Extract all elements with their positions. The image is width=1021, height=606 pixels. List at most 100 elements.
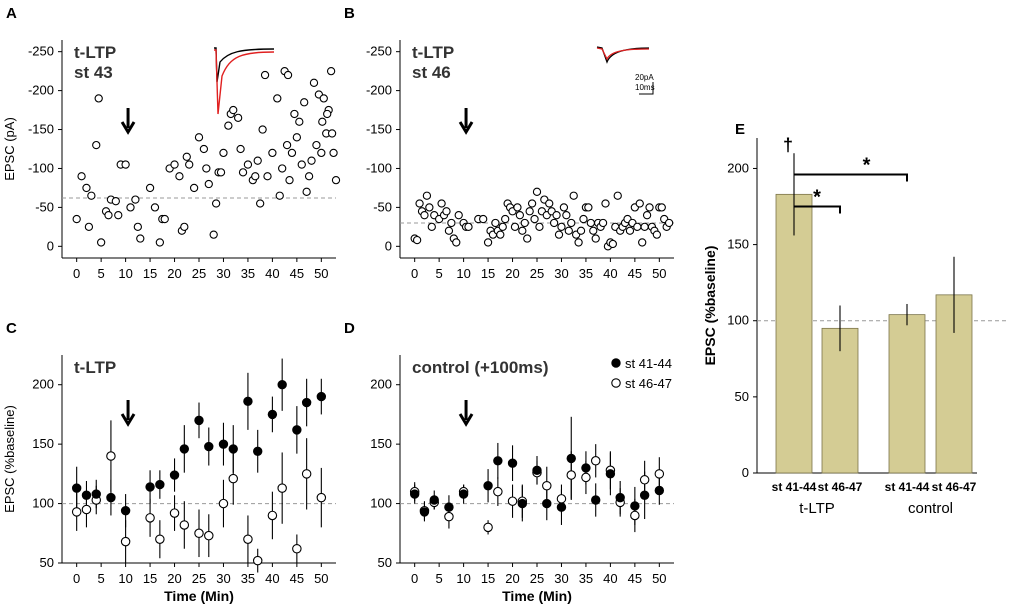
data-point xyxy=(243,160,253,169)
data-point-filled xyxy=(615,492,625,503)
data-point-filled xyxy=(155,479,165,490)
data-point xyxy=(513,203,522,212)
data-point-open xyxy=(267,510,278,521)
data-point xyxy=(282,140,292,150)
panel-label-B: B xyxy=(344,5,355,22)
category-label: st 41-44 xyxy=(885,480,930,494)
data-point-filled xyxy=(532,465,542,475)
x-tick-label-C: 5 xyxy=(98,571,105,586)
data-point-filled xyxy=(630,501,640,511)
sig-star: * xyxy=(813,187,821,209)
data-point xyxy=(155,238,165,247)
x-tick-label-D: 25 xyxy=(530,571,544,586)
data-point xyxy=(552,211,561,220)
data-point xyxy=(554,230,564,239)
data-point-filled xyxy=(566,453,576,464)
x-tick-label-D: 35 xyxy=(579,571,593,586)
data-point xyxy=(640,222,649,232)
data-point xyxy=(233,113,243,123)
x-tick-label-D: 10 xyxy=(456,571,470,586)
data-point-open xyxy=(316,492,327,503)
y-tick-label-D: 200 xyxy=(370,377,392,392)
data-point xyxy=(635,199,644,208)
group-label: control xyxy=(908,500,953,517)
sig-bracket xyxy=(794,205,841,214)
x-tick-label-A: 30 xyxy=(216,266,230,281)
y-tick-label-D: 150 xyxy=(370,436,392,451)
scalebar-label: 20pA xyxy=(635,73,654,82)
y-tick-label-C: 100 xyxy=(32,496,54,511)
y-tick-label-E: 0 xyxy=(742,465,749,480)
x-tick-label-C: 50 xyxy=(314,571,328,586)
data-point xyxy=(625,226,635,235)
panel-A: A 0 -50 -100 -150 -200 -250 0 5 10 15 20 25 30 35 40 45 5… xyxy=(2,5,341,281)
data-point xyxy=(642,211,652,220)
data-point-open xyxy=(243,534,253,544)
data-point xyxy=(532,187,542,196)
data-point xyxy=(295,117,304,126)
panel-title-B: st 46 xyxy=(412,63,451,82)
data-point-open xyxy=(590,456,601,466)
data-point xyxy=(126,203,135,212)
stim-A-arrow-head xyxy=(120,121,136,135)
data-point-open xyxy=(542,480,552,491)
x-tick-label-D: 30 xyxy=(554,571,568,586)
y-axis-label-A: EPSC (pA) xyxy=(2,117,17,181)
data-point xyxy=(527,199,537,208)
data-point-filled xyxy=(91,489,101,499)
data-point-filled xyxy=(429,495,439,505)
x-tick-label-A: 40 xyxy=(265,266,279,281)
data-point xyxy=(287,148,297,158)
data-point xyxy=(96,238,106,247)
data-point xyxy=(194,133,204,142)
x-tick-label-D: 40 xyxy=(603,571,617,586)
data-point-filled xyxy=(292,425,302,435)
data-point xyxy=(182,152,191,161)
x-tick-label-A: 25 xyxy=(192,266,206,281)
y-tick-label-A: -200 xyxy=(28,83,54,98)
y-tick-label-D: 100 xyxy=(370,496,392,511)
data-point-open xyxy=(218,498,229,509)
x-tick-label-B: 0 xyxy=(411,266,418,281)
data-point xyxy=(515,211,525,220)
data-point xyxy=(608,239,617,249)
data-point-open xyxy=(507,496,518,506)
data-point-filled xyxy=(591,495,601,505)
data-point-open xyxy=(155,534,165,544)
scalebar xyxy=(639,82,654,95)
panel-label-C: C xyxy=(6,320,17,337)
data-point xyxy=(258,125,267,134)
data-point xyxy=(415,199,424,208)
data-point xyxy=(412,235,422,245)
data-point-filled xyxy=(81,490,92,500)
data-point-open xyxy=(120,536,131,547)
data-point xyxy=(268,148,277,158)
x-tick-label-B: 40 xyxy=(603,266,617,281)
data-point-open xyxy=(204,530,214,541)
panel-title-A: st 43 xyxy=(74,63,113,82)
data-point xyxy=(464,222,473,232)
data-point-open xyxy=(493,486,503,497)
data-point xyxy=(562,211,571,220)
inset-trace-red xyxy=(596,47,650,61)
category-label: st 46-47 xyxy=(818,480,863,494)
inset-trace-red xyxy=(214,49,275,115)
x-tick-label-A: 45 xyxy=(290,266,304,281)
data-point-filled xyxy=(581,463,591,473)
data-point-filled xyxy=(507,458,518,468)
data-point xyxy=(256,199,265,208)
x-tick-label-A: 0 xyxy=(73,266,80,281)
data-point xyxy=(94,94,103,103)
data-point-filled xyxy=(194,415,204,426)
x-tick-label-D: 20 xyxy=(505,571,519,586)
data-point xyxy=(567,218,576,228)
x-tick-label-D: 45 xyxy=(628,571,642,586)
data-point xyxy=(121,160,130,169)
x-tick-label-A: 50 xyxy=(314,266,328,281)
data-point xyxy=(437,199,446,208)
data-point-open xyxy=(556,494,567,504)
y-tick-label-D: 50 xyxy=(378,555,392,570)
data-point-open xyxy=(179,520,190,530)
